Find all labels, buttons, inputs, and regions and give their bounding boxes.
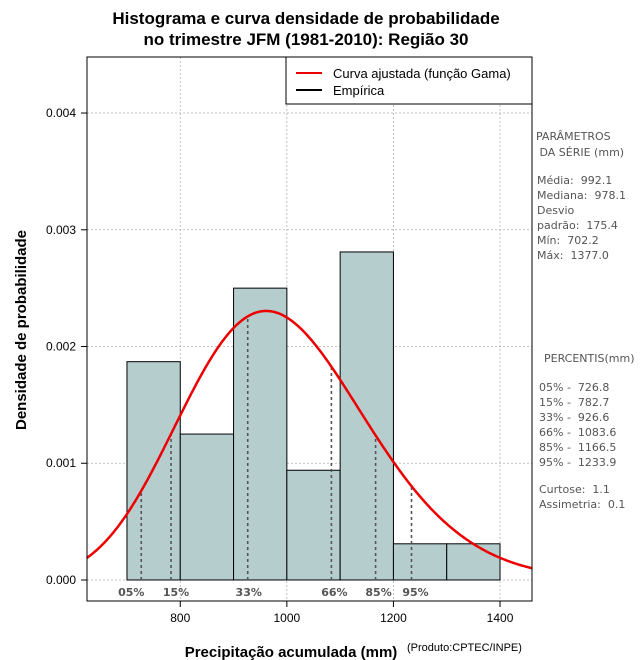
param-desvio: Desvio — [537, 204, 575, 217]
x-axis: 800 1000 1200 1400 — [170, 601, 514, 625]
histogram-bar — [392, 543, 448, 581]
histogram-bars — [126, 251, 501, 581]
percentiles-panel: PERCENTIS(mm) 05% - 726.8 15% - 782.7 33… — [539, 352, 635, 511]
legend-box — [285, 56, 533, 105]
y-tick-label-4: 0.004 — [46, 106, 76, 120]
stat-curtose: Curtose: 1.1 — [539, 483, 610, 496]
percentile-66: 66% - 1083.6 — [539, 426, 616, 439]
param-mediana: Mediana: 978.1 — [537, 189, 626, 202]
x-axis-title: Precipitação acumulada (mm) — [185, 644, 398, 660]
percentile-label-3: 66% — [321, 586, 347, 599]
percentile-label-1: 15% — [163, 586, 189, 599]
param-max: Máx: 1377.0 — [537, 249, 609, 262]
legend: Curva ajustada (função Gama) Empírica — [285, 56, 533, 105]
x-tick-label-3: 1400 — [487, 611, 514, 625]
y-axis-title: Densidade de probabilidade — [13, 230, 30, 430]
histogram-bar — [446, 543, 501, 581]
x-tick-label-2: 1200 — [380, 611, 407, 625]
series-parameters-panel: PARÂMETROS DA SÉRIE (mm) Média: 992.1 Me… — [536, 130, 626, 262]
param-min: Mín: 702.2 — [537, 234, 599, 247]
y-tick-label-2: 0.002 — [46, 340, 76, 354]
percentile-05: 05% - 726.8 — [539, 381, 609, 394]
gamma-fit-curve — [86, 309, 533, 570]
stat-assimetria: Assimetria: 0.1 — [539, 498, 625, 511]
y-tick-label-1: 0.001 — [46, 456, 76, 470]
parameters-title-line-2: DA SÉRIE (mm) — [536, 146, 624, 159]
chart-title-line-2: no trimestre JFM (1981-2010): Região 30 — [143, 30, 468, 49]
x-tick-label-0: 800 — [170, 611, 190, 625]
histogram-bar — [179, 433, 235, 581]
chart-title-line-1: Histograma e curva densidade de probabil… — [112, 9, 499, 28]
percentile-label-4: 85% — [365, 586, 391, 599]
parameters-title-line-1: PARÂMETROS — [536, 130, 611, 143]
percentile-label-5: 95% — [402, 586, 428, 599]
percentile-85: 85% - 1166.5 — [539, 441, 616, 454]
percentile-label-2: 33% — [236, 586, 262, 599]
product-credit: (Produto:CPTEC/INPE) — [407, 642, 522, 654]
y-tick-label-3: 0.003 — [46, 223, 76, 237]
percentile-33: 33% - 926.6 — [539, 411, 609, 424]
histogram-bar — [233, 287, 288, 581]
x-tick-label-1: 1000 — [273, 611, 300, 625]
percentile-95: 95% - 1233.9 — [539, 456, 616, 469]
percentiles-title: PERCENTIS(mm) — [544, 352, 635, 365]
y-tick-label-0: 0.000 — [46, 573, 76, 587]
y-axis: 0.000 0.001 0.002 0.003 0.004 — [46, 106, 87, 587]
histogram-bar — [339, 251, 394, 581]
legend-label-empirical: Empírica — [333, 83, 385, 98]
param-media: Média: 992.1 — [537, 174, 612, 187]
legend-label-fitted-curve: Curva ajustada (função Gama) — [333, 66, 511, 81]
percentile-15: 15% - 782.7 — [539, 396, 609, 409]
percentile-label-0: 05% — [118, 586, 144, 599]
percentile-lines: 05% 15% 33% 66% 85% 95% — [118, 316, 429, 599]
param-desvio-padrao: padrão: 175.4 — [537, 219, 618, 232]
